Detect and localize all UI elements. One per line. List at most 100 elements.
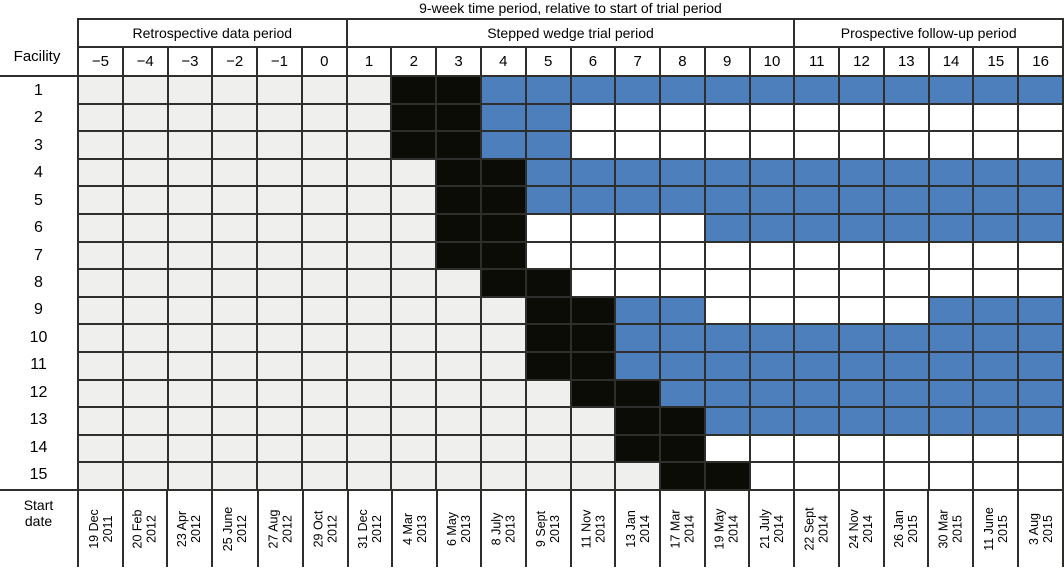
grid-cell bbox=[123, 159, 167, 186]
grid-cell bbox=[79, 187, 122, 213]
grid-cell bbox=[123, 132, 167, 158]
grid-cell bbox=[929, 159, 973, 186]
grid-cell bbox=[168, 242, 212, 269]
grid-cell bbox=[750, 215, 794, 241]
start-date-label: 23 Apr 2012 bbox=[176, 511, 204, 547]
grid-cell bbox=[347, 380, 391, 407]
grid-cell bbox=[571, 435, 615, 462]
grid-cell bbox=[616, 297, 660, 324]
grid-cell bbox=[795, 242, 839, 269]
figure-title: 9-week time period, relative to start of… bbox=[419, 0, 722, 16]
grid-cell bbox=[750, 353, 794, 379]
grid-cell bbox=[392, 187, 436, 213]
grid-cell bbox=[437, 104, 480, 131]
grid-cell bbox=[974, 104, 1018, 131]
grid-cell bbox=[884, 380, 928, 407]
start-date-cell: 21 July 2014 bbox=[750, 491, 793, 567]
grid-cell bbox=[840, 325, 883, 351]
grid-cell bbox=[884, 187, 928, 213]
grid-cell bbox=[347, 132, 391, 158]
start-date-year: 2013 bbox=[593, 515, 608, 543]
grid-cell bbox=[884, 104, 928, 131]
grid-cell bbox=[213, 353, 257, 379]
grid-cell bbox=[168, 463, 212, 489]
grid-cell bbox=[705, 463, 749, 489]
facility-row-label: 2 bbox=[34, 109, 43, 127]
grid-cell bbox=[347, 77, 391, 103]
grid-cell bbox=[929, 77, 973, 103]
grid-cell bbox=[616, 77, 660, 103]
grid-cell bbox=[750, 435, 794, 462]
grid-cell bbox=[929, 132, 973, 158]
grid-cell bbox=[571, 159, 615, 186]
facility-row-label: 6 bbox=[34, 219, 43, 237]
grid-cell bbox=[795, 215, 839, 241]
grid-cell bbox=[258, 132, 301, 158]
grid-cell bbox=[213, 408, 257, 434]
grid-cell bbox=[974, 408, 1018, 434]
grid-cell bbox=[302, 408, 346, 434]
grid-cell bbox=[661, 297, 704, 324]
grid-cell bbox=[302, 297, 346, 324]
grid-cell bbox=[1019, 215, 1062, 241]
grid-cell bbox=[884, 353, 928, 379]
start-date-year: 2012 bbox=[189, 515, 204, 543]
column-group-label: Retrospective data period bbox=[79, 20, 346, 46]
start-date-label: 25 June 2012 bbox=[221, 507, 249, 551]
start-date-cell: 13 Jan 2014 bbox=[616, 491, 659, 567]
start-date-cell: 19 Dec 2011 bbox=[79, 491, 122, 567]
start-date-year: 2013 bbox=[414, 515, 429, 543]
grid-cell bbox=[705, 187, 749, 213]
grid-cell bbox=[258, 159, 301, 186]
grid-cell bbox=[481, 159, 525, 186]
grid-cell bbox=[481, 463, 525, 489]
grid-cell bbox=[79, 325, 122, 351]
grid-cell bbox=[884, 463, 928, 489]
grid-cell bbox=[347, 353, 391, 379]
grid-cell bbox=[437, 215, 480, 241]
grid-cell bbox=[79, 463, 122, 489]
grid-cell bbox=[481, 187, 525, 213]
grid-cell bbox=[571, 215, 615, 241]
grid-cell bbox=[884, 325, 928, 351]
grid-cell bbox=[347, 435, 391, 462]
grid-cell bbox=[705, 270, 749, 296]
grid-cell bbox=[347, 187, 391, 213]
grid-cell bbox=[661, 435, 704, 462]
grid-cell bbox=[616, 380, 660, 407]
grid-cell bbox=[571, 270, 615, 296]
grid-cell bbox=[258, 408, 301, 434]
start-date-year: 2015 bbox=[995, 515, 1010, 543]
start-date-label: 6 May 2013 bbox=[445, 512, 473, 546]
grid-cell bbox=[571, 187, 615, 213]
grid-cell bbox=[974, 435, 1018, 462]
grid-cell bbox=[705, 77, 749, 103]
grid-cell bbox=[1019, 77, 1062, 103]
grid-cell bbox=[258, 380, 301, 407]
grid-cell bbox=[302, 380, 346, 407]
grid-cell bbox=[1019, 242, 1062, 269]
grid-cell bbox=[79, 242, 122, 269]
grid-cell bbox=[840, 270, 883, 296]
grid-cell bbox=[437, 270, 480, 296]
grid-cell bbox=[571, 463, 615, 489]
grid-cell bbox=[974, 242, 1018, 269]
grid-cell bbox=[929, 215, 973, 241]
grid-cell bbox=[392, 435, 436, 462]
grid-cell bbox=[392, 159, 436, 186]
start-date-cell: 25 June 2012 bbox=[212, 491, 258, 567]
grid-cell bbox=[795, 325, 839, 351]
start-date-year: 2012 bbox=[280, 515, 295, 543]
grid-cell bbox=[705, 435, 749, 462]
grid-cell bbox=[213, 104, 257, 131]
period-column-header: 7 bbox=[616, 48, 660, 75]
grid-cell bbox=[168, 435, 212, 462]
grid-cell bbox=[974, 187, 1018, 213]
grid-body bbox=[77, 77, 1064, 489]
grid-cell bbox=[884, 77, 928, 103]
start-date-header-line1: Start bbox=[23, 497, 54, 513]
grid-cell bbox=[481, 380, 525, 407]
grid-cell bbox=[437, 132, 480, 158]
grid-cell bbox=[213, 215, 257, 241]
grid-cell bbox=[302, 159, 346, 186]
